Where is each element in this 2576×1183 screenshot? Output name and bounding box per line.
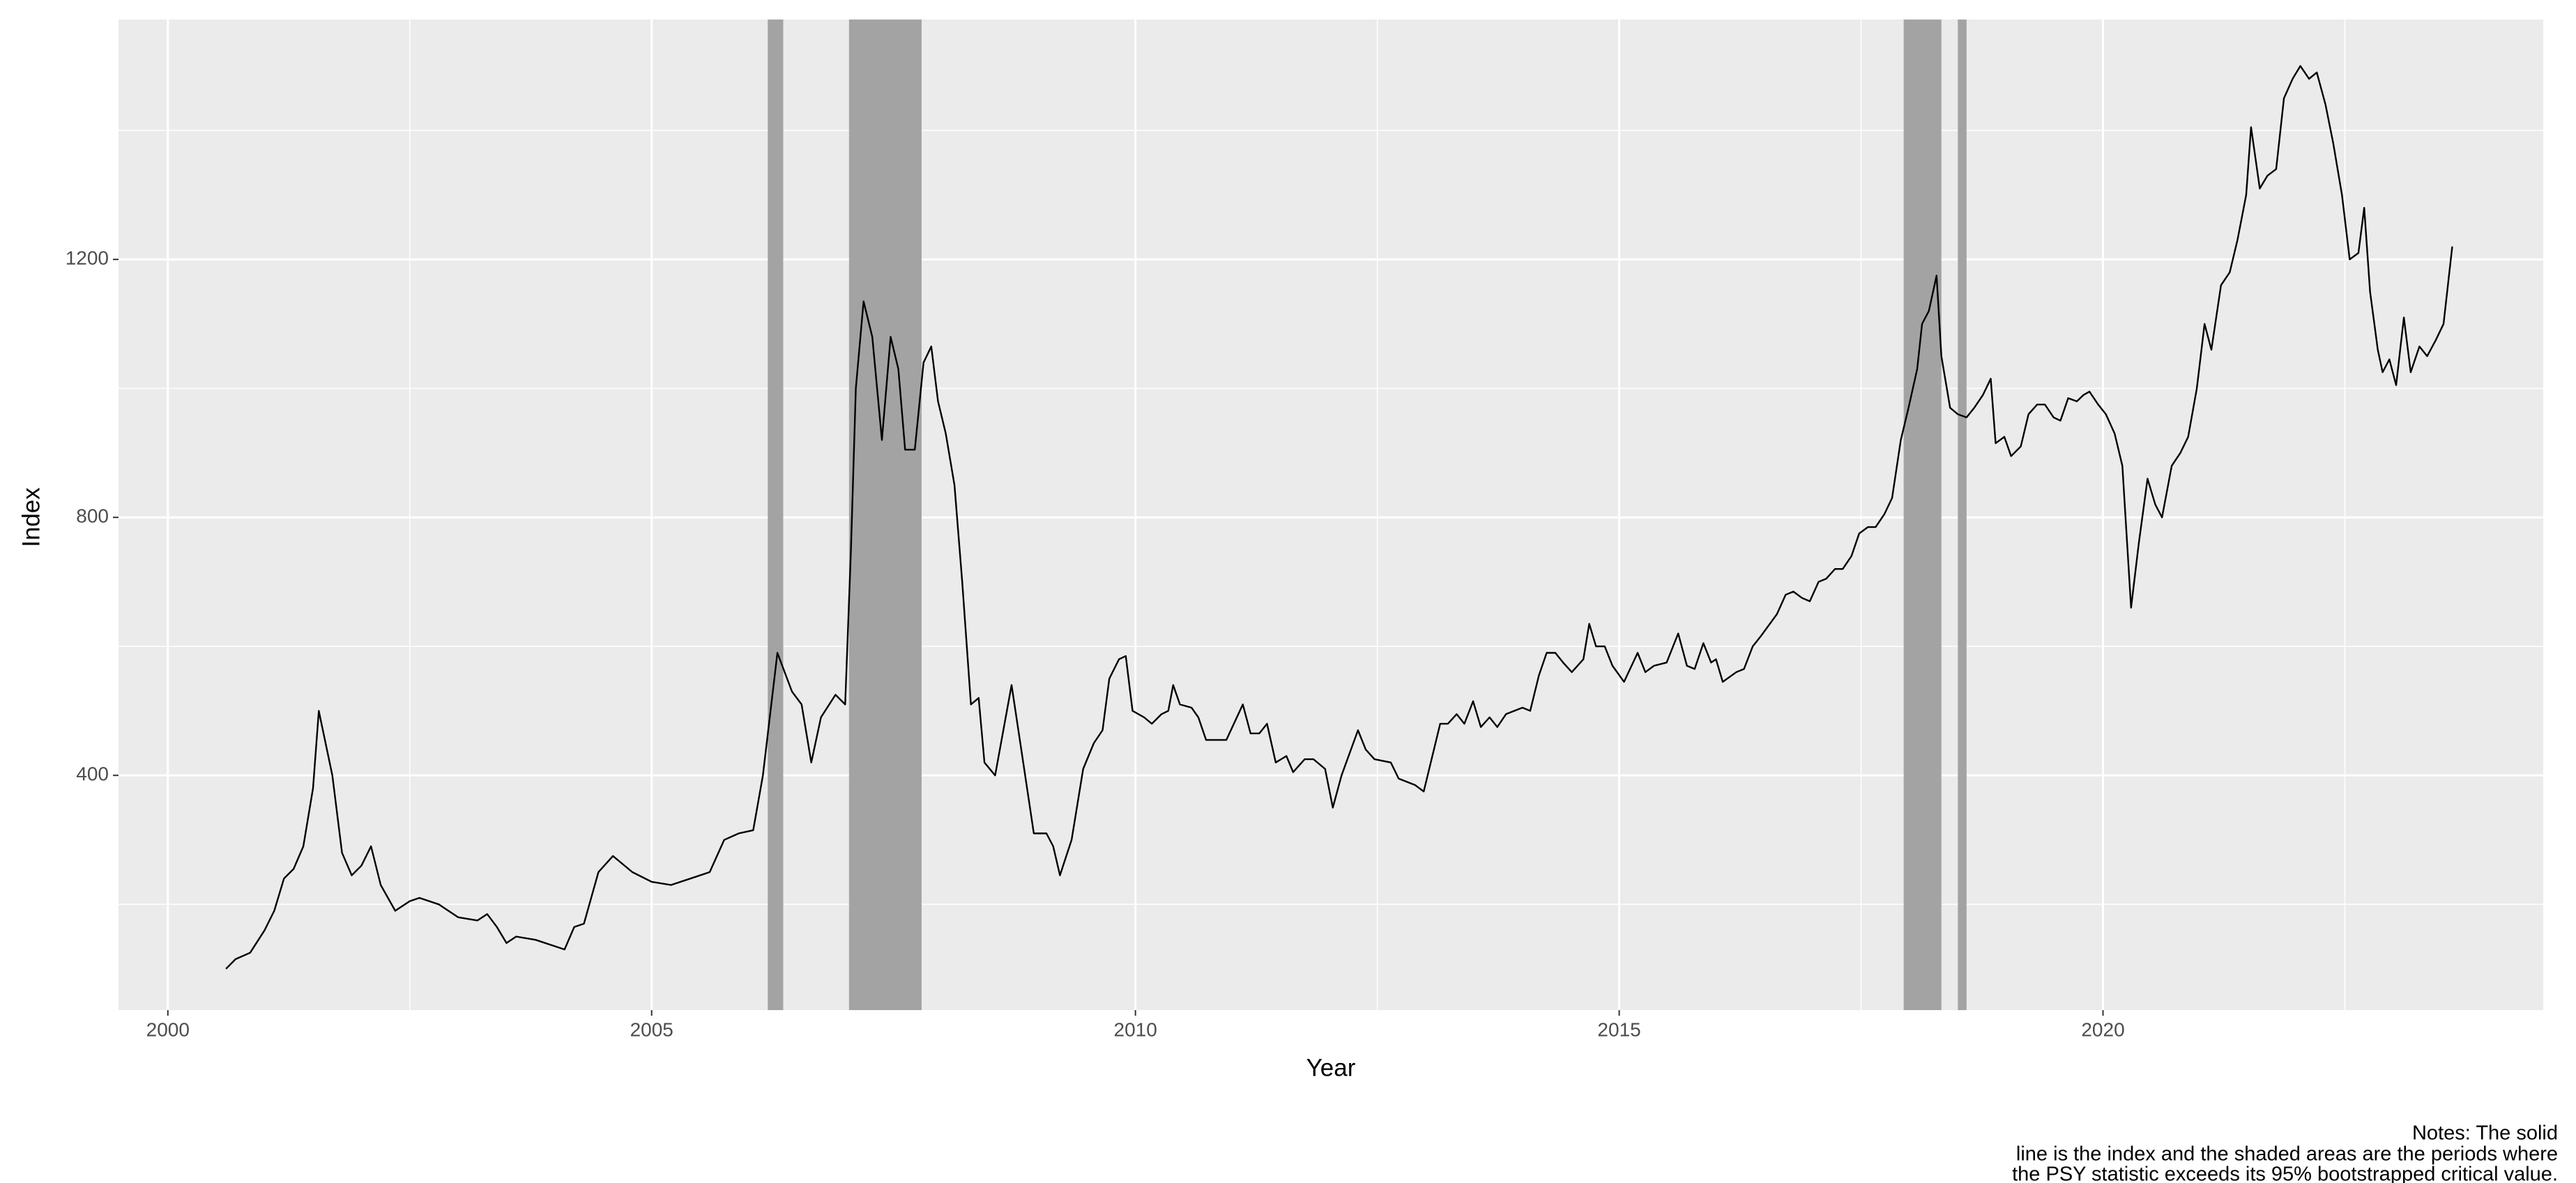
note-line: line is the index and the shaded areas a… [2016, 1143, 2558, 1166]
x-tick-label: 2005 [630, 1018, 673, 1040]
y-tick-label: 1200 [66, 247, 109, 269]
index-line [225, 65, 2453, 970]
y-tick-label: 400 [76, 763, 109, 785]
note-line: Notes: The solid [2412, 1122, 2558, 1145]
x-tick-label: 2015 [1597, 1018, 1640, 1040]
x-axis-title: Year [1306, 1054, 1356, 1081]
panel [119, 20, 2543, 1010]
note-line: the PSY statistic exceeds its 95% bootst… [2012, 1163, 2558, 1183]
x-tick-label: 2020 [2081, 1018, 2124, 1040]
x-tick-label: 2000 [146, 1018, 190, 1040]
y-tick-label: 800 [76, 505, 109, 527]
x-tick-label: 2010 [1114, 1018, 1157, 1040]
shaded-period [1903, 20, 1942, 1010]
y-axis-title: Index [17, 487, 45, 547]
shaded-period [1958, 20, 1967, 1010]
shaded-period [768, 20, 784, 1010]
shaded-period [848, 20, 922, 1010]
